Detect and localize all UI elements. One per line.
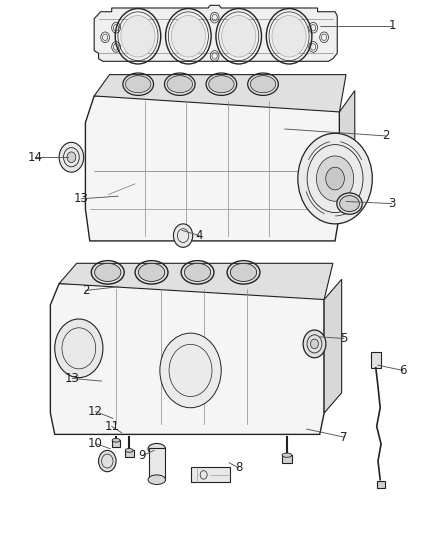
Text: 4: 4 bbox=[195, 229, 203, 242]
Text: 1: 1 bbox=[388, 19, 396, 32]
Circle shape bbox=[303, 330, 326, 358]
Polygon shape bbox=[85, 96, 339, 241]
Circle shape bbox=[311, 339, 318, 349]
Ellipse shape bbox=[230, 263, 257, 281]
Ellipse shape bbox=[337, 193, 362, 214]
Circle shape bbox=[59, 142, 84, 172]
Circle shape bbox=[121, 15, 155, 57]
Ellipse shape bbox=[95, 263, 121, 281]
Polygon shape bbox=[59, 263, 333, 300]
Ellipse shape bbox=[184, 263, 211, 281]
Circle shape bbox=[160, 333, 221, 408]
Ellipse shape bbox=[340, 196, 359, 212]
Bar bbox=[149, 448, 165, 480]
Text: 5: 5 bbox=[340, 332, 347, 345]
Polygon shape bbox=[324, 279, 342, 413]
Circle shape bbox=[55, 319, 103, 377]
Text: 7: 7 bbox=[340, 431, 348, 443]
Ellipse shape bbox=[208, 76, 234, 93]
Ellipse shape bbox=[282, 453, 292, 457]
Polygon shape bbox=[339, 91, 355, 214]
Ellipse shape bbox=[167, 76, 193, 93]
Ellipse shape bbox=[138, 263, 165, 281]
Bar bbox=[371, 352, 381, 368]
Ellipse shape bbox=[148, 475, 166, 484]
Circle shape bbox=[316, 156, 354, 201]
Bar bbox=[377, 481, 385, 488]
Bar bbox=[112, 440, 120, 447]
Ellipse shape bbox=[112, 438, 120, 442]
Polygon shape bbox=[94, 5, 337, 61]
Circle shape bbox=[272, 15, 306, 57]
Text: 13: 13 bbox=[74, 192, 88, 205]
Ellipse shape bbox=[250, 76, 276, 93]
Circle shape bbox=[326, 167, 344, 190]
Circle shape bbox=[67, 152, 76, 163]
Text: 14: 14 bbox=[28, 151, 42, 164]
Circle shape bbox=[173, 224, 193, 247]
Circle shape bbox=[99, 450, 116, 472]
Text: 9: 9 bbox=[138, 449, 146, 462]
Polygon shape bbox=[94, 75, 346, 112]
Text: 6: 6 bbox=[399, 364, 407, 377]
Bar bbox=[282, 455, 292, 463]
Text: 13: 13 bbox=[65, 372, 80, 385]
Ellipse shape bbox=[125, 76, 151, 93]
Ellipse shape bbox=[148, 443, 166, 454]
Text: 11: 11 bbox=[104, 420, 119, 433]
Circle shape bbox=[298, 133, 372, 224]
Bar bbox=[191, 467, 230, 482]
Circle shape bbox=[171, 15, 205, 57]
Text: 2: 2 bbox=[81, 284, 89, 297]
Text: 10: 10 bbox=[88, 437, 103, 450]
Bar bbox=[125, 450, 134, 457]
Ellipse shape bbox=[125, 449, 133, 452]
Text: 8: 8 bbox=[235, 462, 242, 474]
Text: 3: 3 bbox=[389, 197, 396, 210]
Circle shape bbox=[222, 15, 256, 57]
Text: 2: 2 bbox=[381, 130, 389, 142]
Polygon shape bbox=[50, 284, 324, 434]
Text: 12: 12 bbox=[88, 405, 103, 418]
